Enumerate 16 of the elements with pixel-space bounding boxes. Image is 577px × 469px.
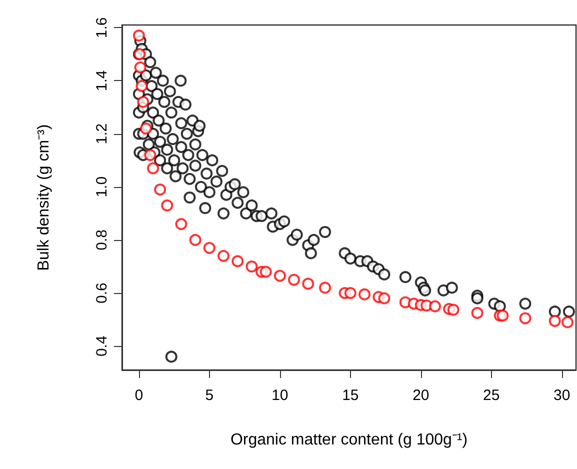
y-axis-title: Bulk density (g cm⁻³) [36, 124, 52, 271]
x-tick-label: 0 [134, 387, 144, 404]
x-tick-label: 30 [554, 387, 570, 404]
y-tick-label: 1.6 [94, 17, 110, 38]
y-tick-label: 0.8 [94, 230, 110, 250]
y-tick-label: 0.6 [94, 282, 110, 304]
y-tick-label: 1.4 [94, 70, 110, 92]
x-tick-label: 25 [483, 387, 500, 404]
x-tick-label: 5 [205, 387, 214, 404]
x-tick-label: 20 [412, 387, 430, 404]
y-tick-label: 1.0 [94, 176, 110, 198]
x-tick-label: 15 [342, 387, 359, 404]
y-tick-label: 1.2 [94, 123, 110, 144]
x-tick-label: 10 [272, 387, 288, 404]
y-tick-label: 0.4 [94, 336, 110, 357]
x-axis-title: Organic matter content (g 100g⁻¹) [230, 432, 468, 448]
